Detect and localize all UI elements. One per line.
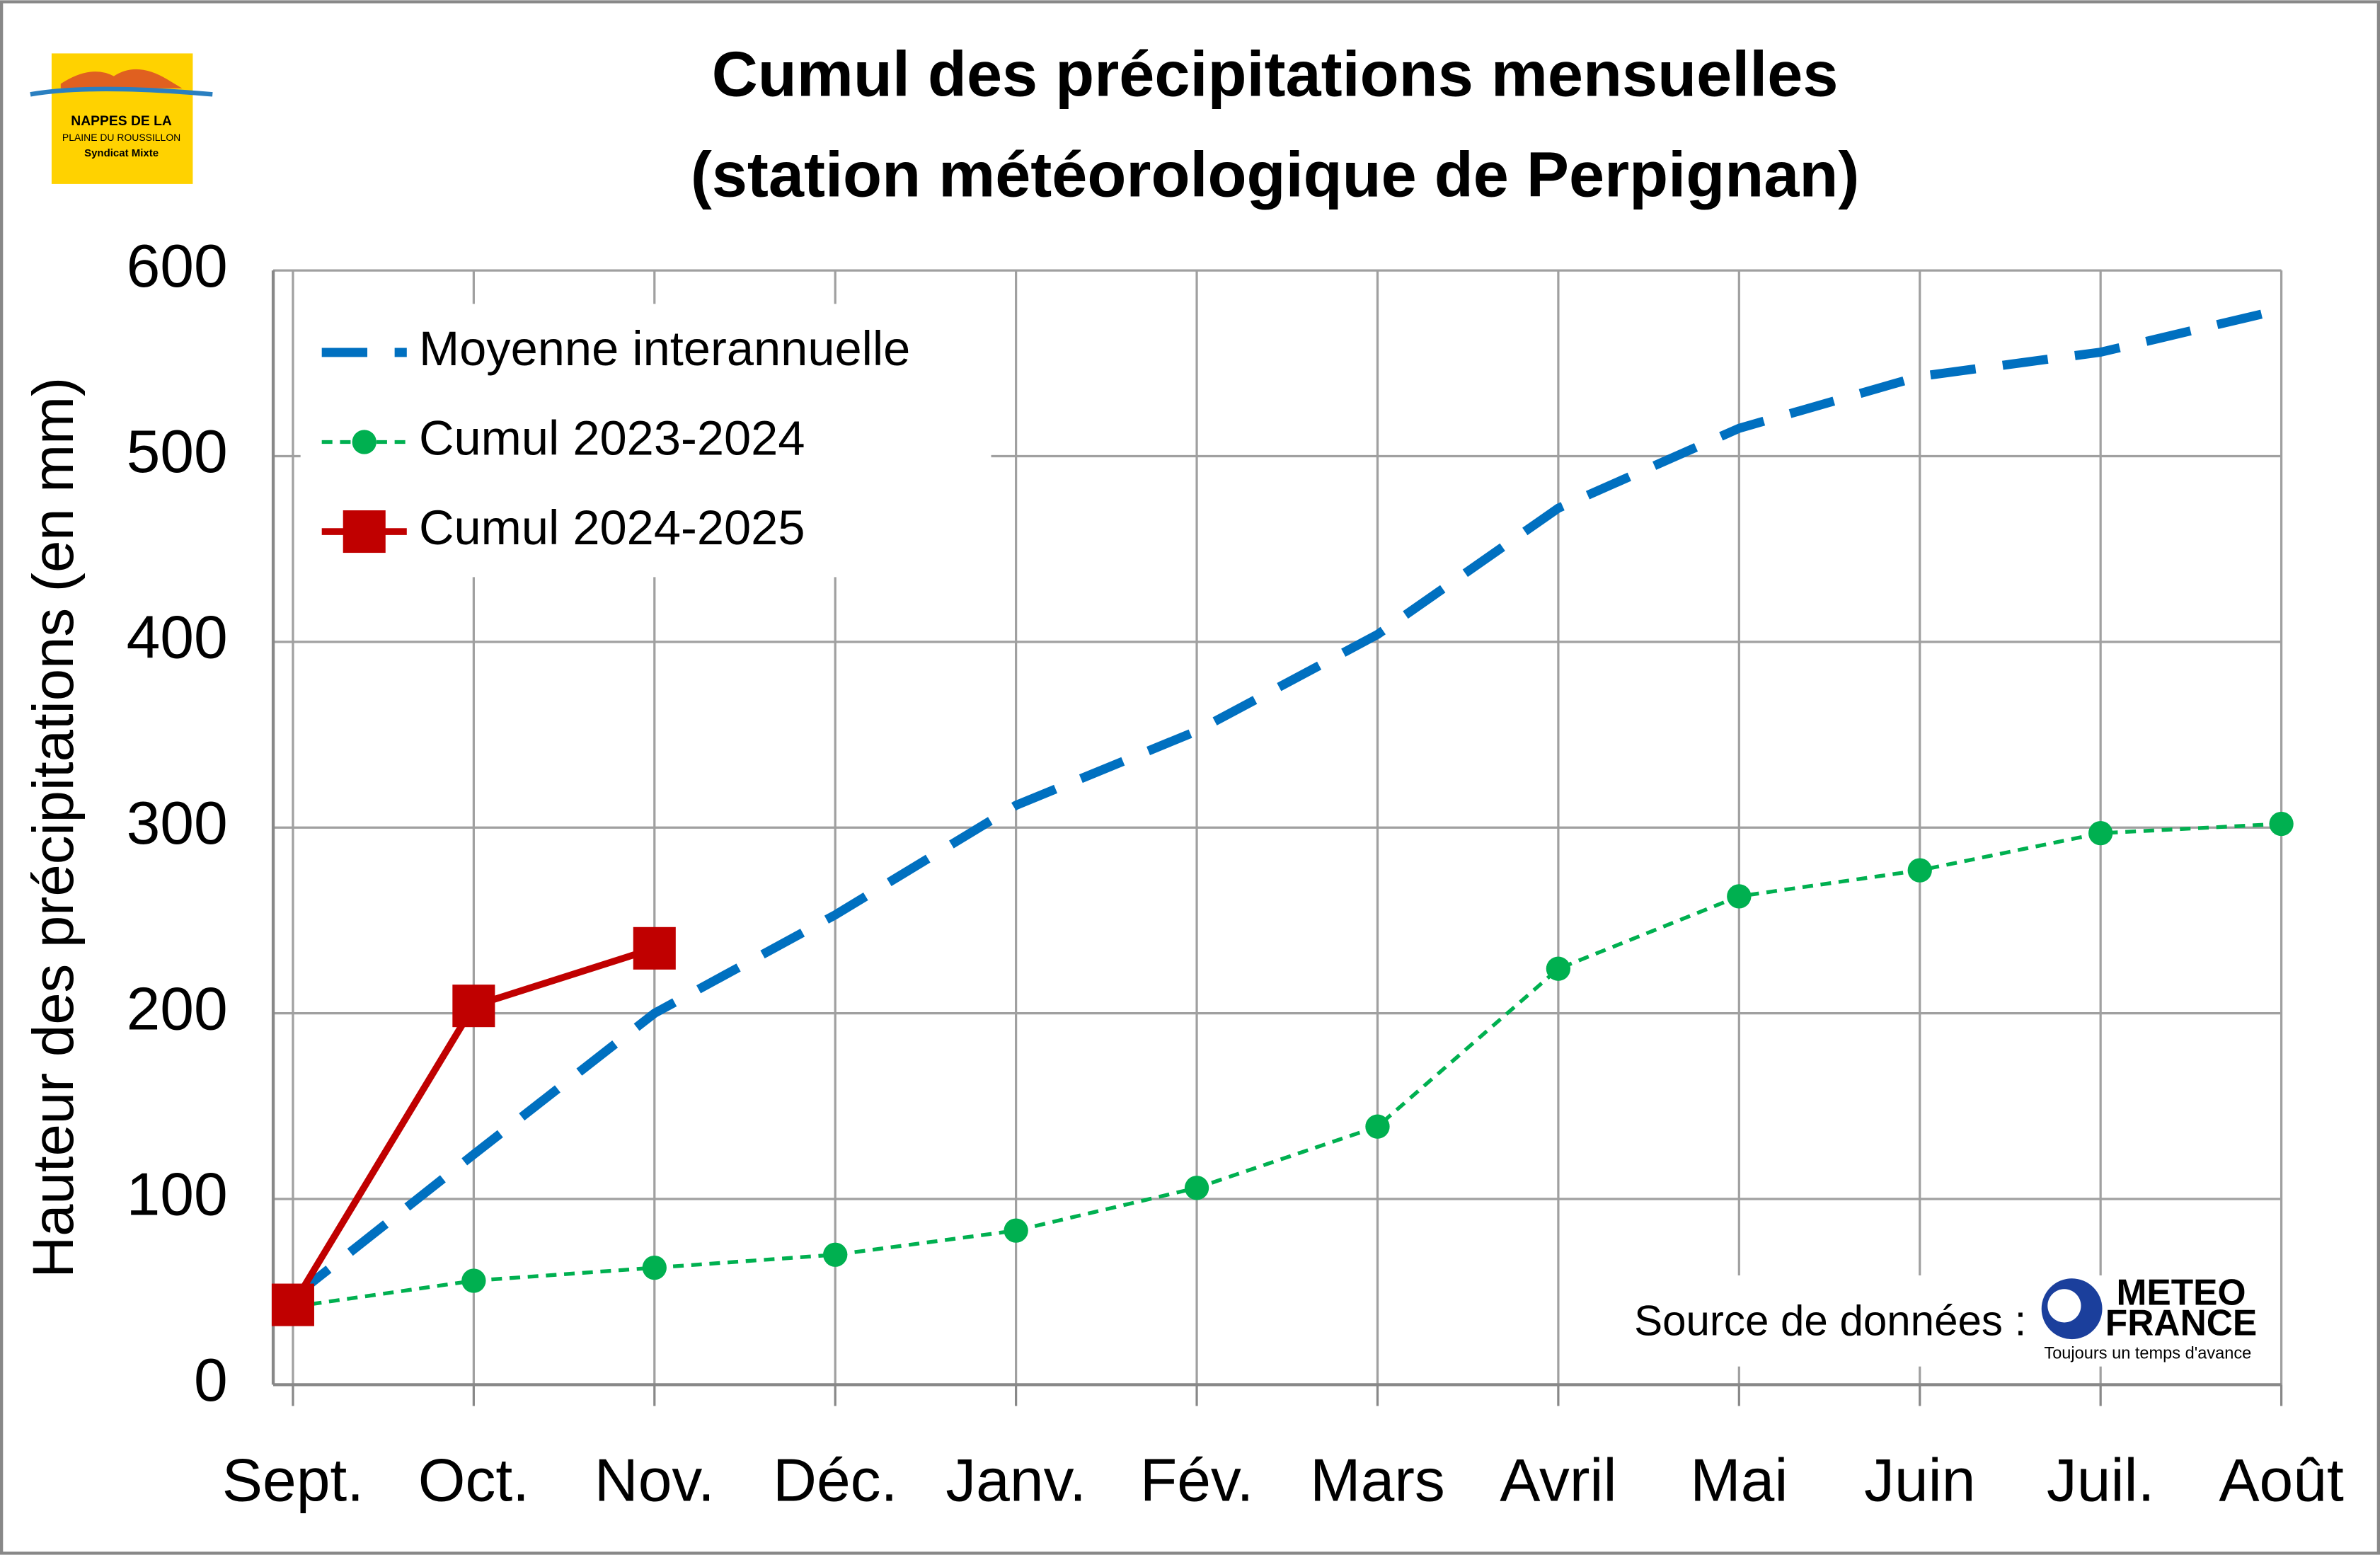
y-tick-label: 600: [127, 232, 228, 300]
logo-text: Syndicat Mixte: [84, 147, 159, 159]
point: [352, 430, 376, 454]
x-tick-label: Avril: [1500, 1447, 1616, 1515]
source: Source de données : METEO FRANCE Toujour…: [1594, 1271, 2277, 1367]
logo-text: PLAINE DU ROUSSILLON: [62, 132, 180, 143]
y-tick-label: 500: [127, 418, 228, 486]
x-tick-label: Déc.: [773, 1447, 897, 1515]
point: [633, 926, 676, 970]
x-tick-label: Sept.: [222, 1447, 364, 1515]
legend-bg: [300, 304, 991, 578]
x-tick-label: Juil.: [2047, 1447, 2155, 1515]
meteo-icon: [2047, 1289, 2081, 1323]
point: [452, 985, 495, 1028]
point: [1365, 1114, 1390, 1139]
logo-wave: [30, 86, 213, 97]
x-tick-label: Mars: [1310, 1447, 1445, 1515]
y-tick-label: 400: [127, 604, 228, 672]
series-line: [289, 304, 2283, 1302]
point: [1004, 1218, 1028, 1243]
x-tick-label: Mai: [1690, 1447, 1788, 1515]
legend: Moyenne interannuelle Cumul 2023-2024 Cumu…: [300, 304, 991, 578]
y-tick-label: 200: [127, 975, 228, 1043]
point: [1727, 884, 1752, 909]
x-tick-label: Août: [2219, 1447, 2344, 1515]
point: [2269, 811, 2294, 837]
point: [642, 1255, 667, 1280]
logo-text: NAPPES DE LA: [71, 114, 172, 129]
logo-text: Toujours un temps d'avance: [2044, 1344, 2251, 1362]
logo-text: METEO: [2117, 1271, 2246, 1312]
x-tick-label: Oct.: [418, 1447, 529, 1515]
point: [271, 1283, 314, 1326]
x-tick-label: Fév.: [1140, 1447, 1253, 1515]
source-text: Source de données :: [1634, 1297, 2026, 1344]
logo-text: FRANCE: [2105, 1302, 2257, 1343]
legend-label: Cumul 2024-2025: [419, 500, 805, 555]
y-axis-label: Hauteur des précipitations (en mm): [21, 377, 86, 1278]
y-tick-label: 0: [194, 1346, 228, 1414]
point: [1546, 956, 1571, 981]
logo-mountain: [60, 69, 183, 88]
chart-title: Cumul des précipitations mensuelles: [712, 39, 1839, 110]
point: [823, 1242, 848, 1267]
series-line: [292, 822, 2282, 1309]
x-tick-label: Juin: [1864, 1447, 1975, 1515]
point: [461, 1268, 486, 1293]
point: [343, 510, 386, 553]
chart-subtitle: (station météorologique de Perpignan): [691, 139, 1860, 210]
legend-label: Cumul 2023-2024: [419, 411, 805, 466]
y-tick-label: 300: [127, 789, 228, 857]
source-bg: [1594, 1275, 2277, 1367]
logo-left: NAPPES DE LA PLAINE DU ROUSSILLON Syndic…: [30, 53, 213, 184]
x-tick-label: Nov.: [594, 1447, 715, 1515]
y-tick-label: 100: [127, 1161, 228, 1229]
legend-label: Moyenne interannuelle: [419, 321, 910, 376]
point: [2088, 820, 2113, 846]
point: [1184, 1176, 1209, 1200]
x-tick-label: Janv.: [945, 1447, 1086, 1515]
point: [1907, 858, 1932, 883]
